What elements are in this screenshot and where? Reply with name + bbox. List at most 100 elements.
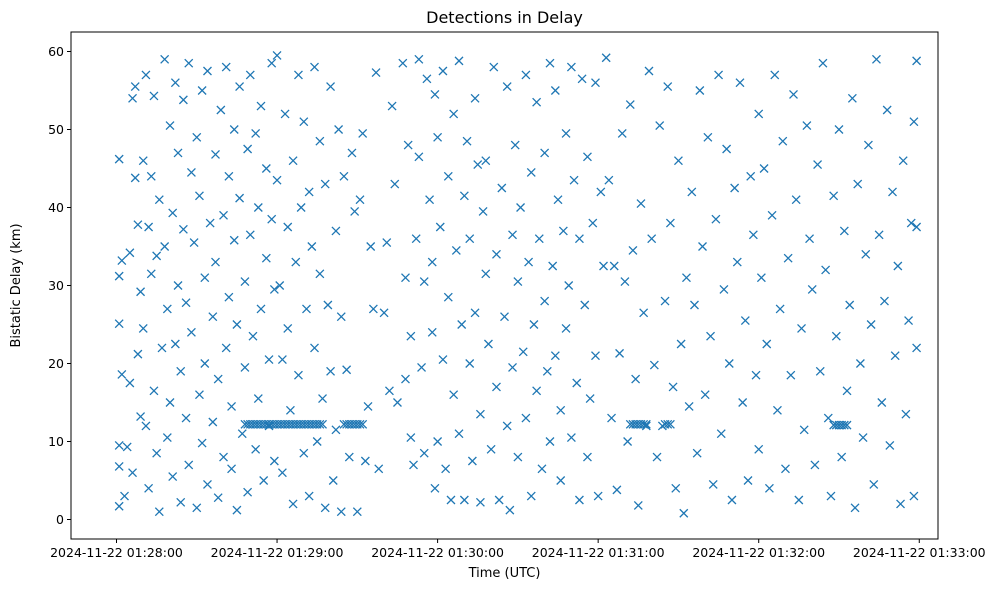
data-point [211,257,220,267]
data-point [532,386,542,396]
data-point [146,269,156,279]
data-point [574,234,584,244]
data-point [125,378,135,388]
data-point [550,86,560,95]
data-point [318,419,327,429]
data-point [778,136,788,146]
data-point [526,167,536,177]
data-point [912,343,922,353]
data-point [724,359,734,368]
data-point [235,193,245,203]
data-point [775,304,785,314]
data-point [839,420,849,430]
data-point [360,456,370,466]
y-tick-label: 60 [48,44,64,59]
data-point [639,308,649,318]
data-point [224,292,234,302]
data-point [698,242,707,251]
data-point [561,128,571,138]
data-point [641,419,651,429]
data-point [411,234,421,244]
data-point [556,405,566,415]
data-point [904,316,914,326]
data-point [802,121,812,131]
data-point [647,234,657,244]
data-point [703,132,713,142]
data-point [382,238,392,248]
data-point [855,359,865,368]
data-point [492,382,501,392]
data-point [326,82,336,92]
data-point [459,495,469,505]
data-point [845,300,855,310]
data-point [909,491,919,501]
data-point [275,281,285,290]
data-point [486,444,496,454]
y-tick-label: 10 [48,434,64,449]
data-point [906,218,916,228]
x-axis: 2024-11-22 01:28:00 2024-11-22 01:29:00 20… [50,539,985,560]
data-point [585,394,595,404]
data-point [344,452,354,462]
data-point [655,121,665,131]
data-point [264,421,274,431]
data-point [320,503,330,513]
data-point [312,437,322,446]
data-point [114,462,124,471]
data-point [591,351,600,361]
data-point [194,390,204,400]
data-point [863,140,873,150]
data-point [379,308,389,318]
data-point [754,444,764,454]
data-point [221,343,231,353]
data-point [277,355,287,365]
data-point [679,508,689,518]
data-point [235,82,245,92]
data-point [556,476,566,485]
data-point [615,348,625,358]
data-point [631,374,641,384]
data-point [427,327,437,337]
data-point [558,226,568,236]
data-point [880,296,889,306]
data-point [532,97,542,107]
data-point [821,265,831,275]
data-point [144,222,154,232]
data-point [299,117,309,127]
data-point [261,253,271,263]
data-point [518,347,528,357]
data-point [186,327,196,337]
data-point [687,187,697,197]
data-point [299,448,309,458]
data-point [449,109,459,119]
data-point [786,370,796,380]
data-point [842,420,852,430]
data-point [168,208,178,218]
data-point [291,257,301,267]
data-point [866,320,876,329]
data-point [799,425,809,435]
data-point [665,218,675,228]
data-point [754,109,764,119]
data-point [194,191,204,201]
data-point [591,78,600,88]
data-point [117,256,127,265]
data-point [861,249,871,259]
data-point [168,472,178,482]
data-point [772,405,782,415]
data-point [237,429,247,439]
data-point [205,218,215,228]
data-point [537,464,547,474]
data-point [138,156,148,166]
data-point [722,144,732,154]
data-point [211,150,220,159]
data-point [433,132,443,142]
data-point [521,70,531,80]
data-point [192,132,202,142]
data-point [208,417,218,427]
data-point [259,476,269,485]
data-point [425,195,435,205]
data-point [318,394,327,404]
data-point [272,175,282,185]
data-point [818,58,828,68]
